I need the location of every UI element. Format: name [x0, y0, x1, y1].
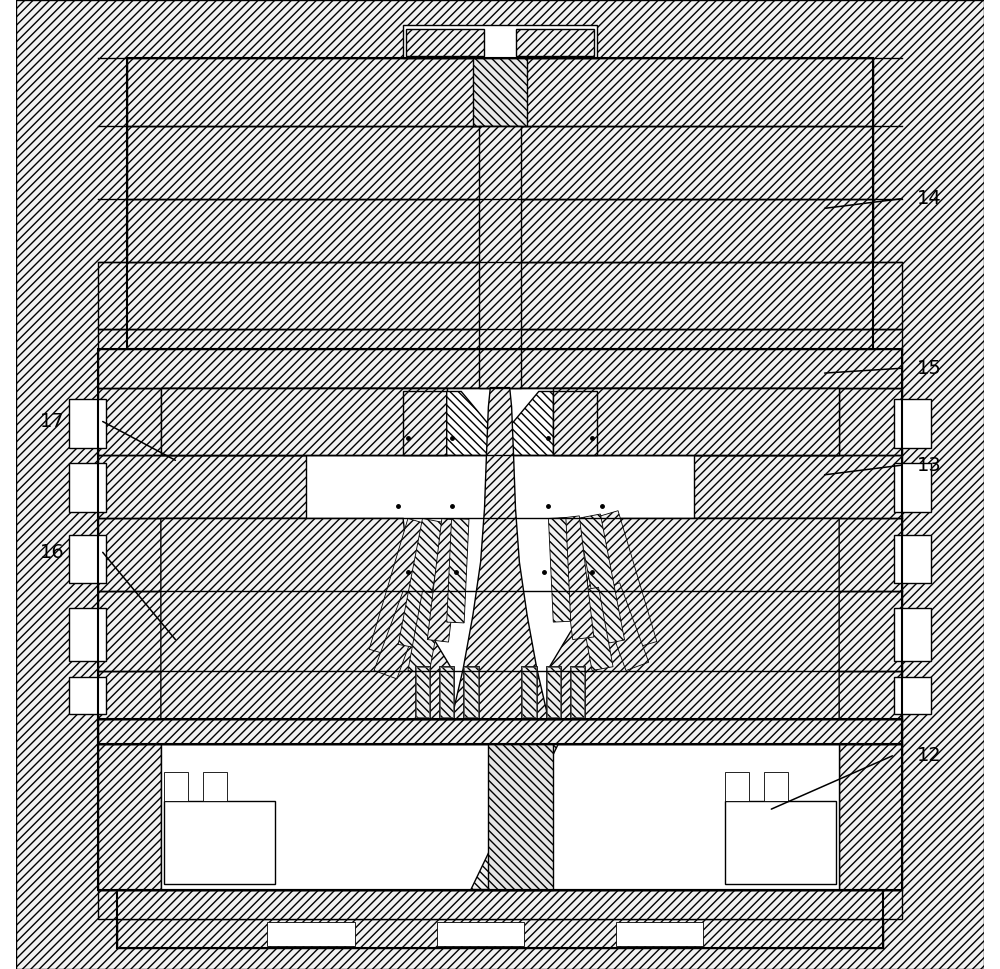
Bar [69, 608, 106, 661]
Bar [473, 58, 527, 126]
Polygon shape [452, 388, 548, 719]
Bar [406, 29, 484, 56]
Bar [164, 772, 188, 801]
Bar [161, 744, 839, 890]
Polygon shape [548, 517, 571, 622]
Polygon shape [408, 591, 443, 674]
Bar [98, 719, 902, 890]
Bar [98, 591, 902, 671]
Bar [479, 126, 521, 388]
Bar [267, 922, 355, 946]
Bar [547, 667, 560, 717]
Bar [416, 667, 429, 717]
Bar [440, 667, 453, 717]
Bar [161, 388, 447, 455]
Polygon shape [374, 591, 426, 679]
Text: 17: 17 [40, 412, 64, 431]
Text: 12: 12 [917, 746, 941, 766]
Bar [98, 719, 902, 744]
Polygon shape [510, 391, 553, 455]
Bar [546, 666, 561, 719]
Polygon shape [548, 518, 839, 719]
Bar [117, 890, 883, 948]
Bar [98, 518, 902, 591]
Bar [571, 667, 584, 717]
Bar [69, 399, 106, 448]
Bar [725, 801, 836, 884]
Bar [69, 463, 106, 512]
Bar [127, 58, 873, 349]
Polygon shape [558, 516, 594, 640]
Bar [403, 25, 597, 58]
Text: 15: 15 [917, 359, 942, 378]
Bar [127, 199, 873, 262]
Polygon shape [578, 587, 613, 671]
Bar [415, 666, 430, 719]
Bar [306, 388, 694, 719]
Bar [894, 399, 931, 448]
Polygon shape [369, 518, 434, 657]
Polygon shape [161, 518, 452, 719]
Bar [98, 744, 161, 890]
Bar [98, 329, 902, 388]
Bar [69, 677, 106, 714]
Bar [839, 744, 902, 890]
Bar [522, 667, 536, 717]
Text: 13: 13 [917, 455, 941, 475]
Bar [894, 463, 931, 512]
Bar [437, 922, 524, 946]
Bar [127, 58, 873, 126]
Polygon shape [471, 744, 558, 890]
Polygon shape [398, 518, 445, 649]
Bar [570, 666, 585, 719]
Polygon shape [592, 511, 657, 649]
Bar [464, 667, 478, 717]
Text: 14: 14 [917, 189, 941, 208]
Polygon shape [447, 518, 469, 623]
Bar [479, 58, 521, 388]
Bar [894, 677, 931, 714]
Bar [488, 744, 553, 890]
Bar [161, 388, 839, 455]
Bar [164, 801, 275, 884]
Bar [127, 126, 873, 199]
Bar [521, 666, 537, 719]
Bar [463, 666, 479, 719]
Bar [439, 666, 454, 719]
Bar [98, 455, 902, 518]
Bar [69, 535, 106, 583]
Bar [117, 919, 883, 948]
Polygon shape [447, 391, 490, 455]
Bar [516, 29, 594, 56]
Bar [98, 349, 902, 744]
Bar [894, 535, 931, 583]
Text: 16: 16 [40, 543, 64, 562]
Polygon shape [427, 518, 463, 642]
Bar [98, 671, 902, 719]
Bar [725, 772, 749, 801]
Bar [894, 608, 931, 661]
Bar [616, 922, 703, 946]
Bar [98, 890, 902, 919]
Bar [98, 388, 902, 455]
Polygon shape [403, 391, 447, 455]
Polygon shape [553, 391, 597, 455]
Bar [203, 772, 227, 801]
Polygon shape [597, 582, 649, 671]
Bar [553, 388, 839, 455]
Polygon shape [578, 514, 625, 644]
Bar [764, 772, 788, 801]
Bar [98, 262, 902, 329]
